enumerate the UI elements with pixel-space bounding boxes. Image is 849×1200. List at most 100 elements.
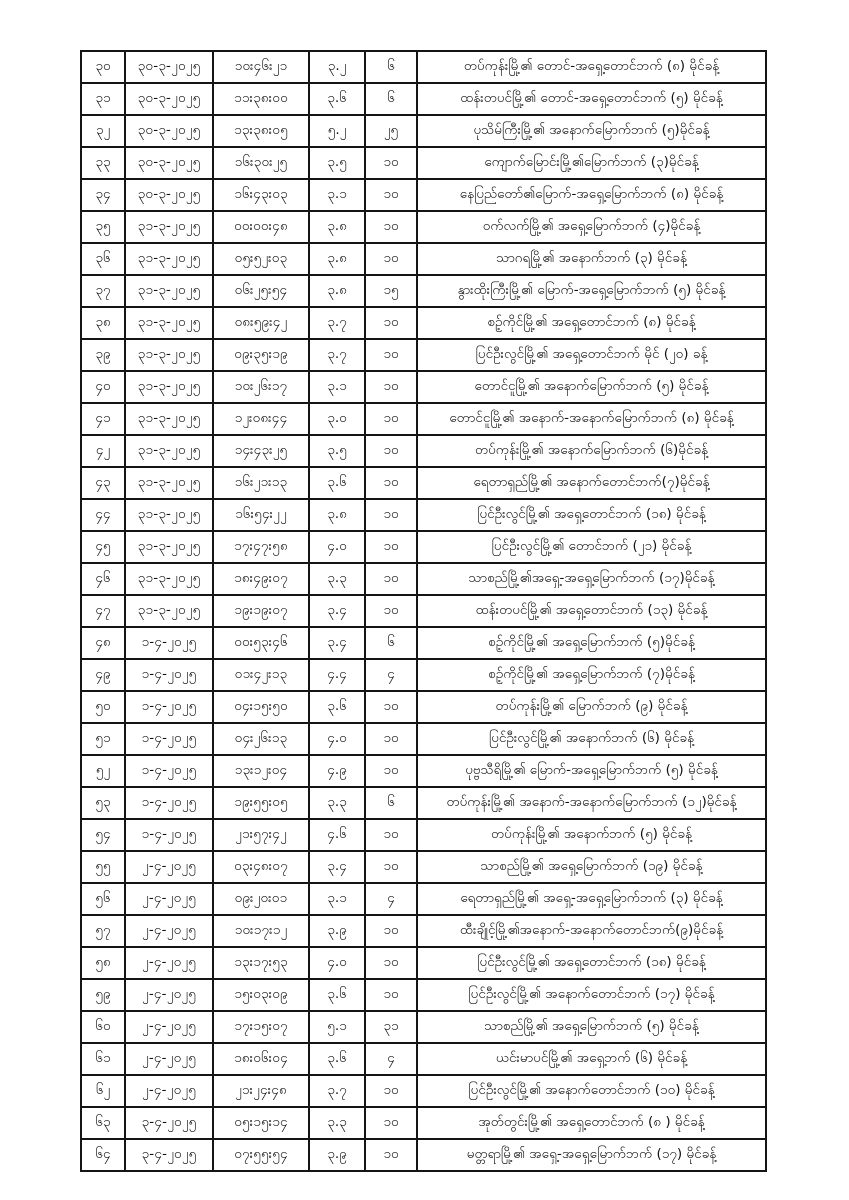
- magnitude-cell: ၃.၁: [308, 882, 366, 916]
- table-row: ၄၇ ၃၁-၃-၂၀၂၅ ၁၉း၁၉း၀၇ ၃.၄ ၁၀ ထန်းတပင်မြိ…: [80, 594, 767, 628]
- depth-cell: ၁၅: [364, 274, 418, 308]
- row-number-cell: ၃၂: [80, 114, 126, 148]
- location-cell: စဥ့်ကိုင်မြို့၏ အရှေ့မြောက်ဘက် (၇)မိုင်ခ…: [416, 658, 767, 692]
- table-row: ၅၁ ၁-၄-၂၀၂၅ ၀၄း၂၆း၁၃ ၄.၀ ၁၀ ပြင်ဦးလွင်မြ…: [80, 722, 767, 756]
- row-number-cell: ၃၆: [80, 242, 126, 276]
- table-body: ၃၀ ၃၀-၃-၂၀၂၅ ၁၀း၄၆း၂၁ ၃.၂ ၆ တပ်ကုန်းမြို…: [80, 50, 767, 1172]
- location-cell: သာစည်မြို့၏အရှေ့-အရှေ့မြောက်ဘက် (၁၇)မိုင…: [416, 562, 767, 596]
- row-number-cell: ၅၇: [80, 914, 126, 948]
- depth-cell: ၆: [364, 50, 418, 84]
- table-row: ၆၃ ၃-၄-၂၀၂၅ ၀၅း၁၅း၁၄ ၃.၃ ၁၀ အုတ်တွင်းမြိ…: [80, 1106, 767, 1140]
- date-cell: ၂-၄-၂၀၂၅: [124, 1042, 214, 1076]
- date-cell: ၃၁-၃-၂၀၂၅: [124, 466, 214, 500]
- table-row: ၆၄ ၃-၄-၂၀၂၅ ၀၇း၅၅း၅၄ ၃.၉ ၁၀ မတ္တရာမြို့၏…: [80, 1138, 767, 1172]
- row-number-cell: ၄၂: [80, 434, 126, 468]
- table-row: ၅၅ ၂-၄-၂၀၂၅ ၀၃း၄၈း၀၇ ၃.၄ ၁၀ သာစည်မြို့၏ …: [80, 850, 767, 884]
- depth-cell: ၁၀: [364, 146, 418, 180]
- time-cell: ၀၀း၀၀း၄၈: [212, 210, 310, 244]
- magnitude-cell: ၅.၁: [308, 1010, 366, 1044]
- time-cell: ၁၆း၃၀း၂၅: [212, 146, 310, 180]
- depth-cell: ၂၅: [364, 114, 418, 148]
- table-row: ၃၆ ၃၁-၃-၂၀၂၅ ၀၅း၅၂း၀၃ ၃.၈ ၁၀ သာဂရမြို့၏ …: [80, 242, 767, 276]
- depth-cell: ၁၀: [364, 594, 418, 628]
- table-row: ၆၁ ၂-၄-၂၀၂၅ ၁၈း၀၆း၀၄ ၃.၆ ၄ ယင်းမာပင်မြို…: [80, 1042, 767, 1076]
- time-cell: ၁၉း၁၉း၀၇: [212, 594, 310, 628]
- table-row: ၄၈ ၁-၄-၂၀၂၅ ၀၀း၅၃း၄၆ ၃.၄ ၆ စဥ့်ကိုင်မြို…: [80, 626, 767, 660]
- date-cell: ၃၁-၃-၂၀၂၅: [124, 530, 214, 564]
- magnitude-cell: ၃.၁: [308, 178, 366, 212]
- table-row: ၅၈ ၂-၄-၂၀၂၅ ၁၃း၁၇း၅၃ ၄.၀ ၁၀ ပြင်ဦးလွင်မြ…: [80, 946, 767, 980]
- table-row: ၄၉ ၁-၄-၂၀၂၅ ၀၁း၄၂း၁၃ ၄.၄ ၄ စဥ့်ကိုင်မြို…: [80, 658, 767, 692]
- location-cell: ပုသိမ်ကြီးမြို့၏ အနောက်မြောက်ဘက် (၅)မိုင…: [416, 114, 767, 148]
- time-cell: ၀၆း၂၅း၅၄: [212, 274, 310, 308]
- date-cell: ၃-၄-၂၀၂၅: [124, 1106, 214, 1140]
- magnitude-cell: ၃.၇: [308, 1074, 366, 1108]
- table-row: ၆၂ ၂-၄-၂၀၂၅ ၂၁း၂၄း၄၈ ၃.၇ ၁၀ ပြင်ဦးလွင်မြ…: [80, 1074, 767, 1108]
- depth-cell: ၁၀: [364, 338, 418, 372]
- row-number-cell: ၃၃: [80, 146, 126, 180]
- table-row: ၃၁ ၃၀-၃-၂၀၂၅ ၁၁း၃၈း၀၀ ၃.၆ ၆ ထန်းတပင်မြို…: [80, 82, 767, 116]
- table-row: ၅၀ ၁-၄-၂၀၂၅ ၀၄း၁၅း၅၀ ၃.၆ ၁၀ တပ်ကုန်းမြို…: [80, 690, 767, 724]
- magnitude-cell: ၃.၃: [308, 786, 366, 820]
- date-cell: ၁-၄-၂၀၂၅: [124, 786, 214, 820]
- row-number-cell: ၅၃: [80, 786, 126, 820]
- time-cell: ၀၇း၅၅း၅၄: [212, 1138, 310, 1172]
- row-number-cell: ၄၉: [80, 658, 126, 692]
- table-row: ၅၉ ၂-၄-၂၀၂၅ ၁၅း၀၃း၀၉ ၃.၆ ၁၀ ပြင်ဦးလွင်မြ…: [80, 978, 767, 1012]
- table-row: ၃၀ ၃၀-၃-၂၀၂၅ ၁၀း၄၆း၂၁ ၃.၂ ၆ တပ်ကုန်းမြို…: [80, 50, 767, 84]
- table-row: ၄၅ ၃၁-၃-၂၀၂၅ ၁၇း၄၇း၅၈ ၄.၀ ၁၀ ပြင်ဦးလွင်မ…: [80, 530, 767, 564]
- time-cell: ၁၈း၀၆း၀၄: [212, 1042, 310, 1076]
- depth-cell: ၁၀: [364, 978, 418, 1012]
- time-cell: ၁၇း၄၇း၅၈: [212, 530, 310, 564]
- date-cell: ၃၀-၃-၂၀၂၅: [124, 82, 214, 116]
- row-number-cell: ၅၆: [80, 882, 126, 916]
- depth-cell: ၆: [364, 626, 418, 660]
- magnitude-cell: ၃.၈: [308, 498, 366, 532]
- date-cell: ၃-၄-၂၀၂၅: [124, 1138, 214, 1172]
- date-cell: ၃၀-၃-၂၀၂၅: [124, 114, 214, 148]
- magnitude-cell: ၃.၆: [308, 466, 366, 500]
- table-row: ၄၀ ၃၁-၃-၂၀၂၅ ၁၀း၂၆း၁၇ ၃.၁ ၁၀ တောင်ငူမြို…: [80, 370, 767, 404]
- time-cell: ၁၅း၀၃း၀၉: [212, 978, 310, 1012]
- location-cell: တပ်ကုန်းမြို့၏ အနောက်မြောက်ဘက် (၆)မိုင်ခ…: [416, 434, 767, 468]
- magnitude-cell: ၃.၇: [308, 306, 366, 340]
- date-cell: ၃၁-၃-၂၀၂၅: [124, 274, 214, 308]
- magnitude-cell: ၃.၈: [308, 210, 366, 244]
- magnitude-cell: ၃.၆: [308, 82, 366, 116]
- magnitude-cell: ၃.၄: [308, 594, 366, 628]
- magnitude-cell: ၃.၈: [308, 274, 366, 308]
- row-number-cell: ၆၄: [80, 1138, 126, 1172]
- date-cell: ၃၁-၃-၂၀၂၅: [124, 434, 214, 468]
- table-row: ၅၄ ၁-၄-၂၀၂၅ ၂၁း၅၇း၄၂ ၄.၆ ၁၀ တပ်ကုန်းမြို…: [80, 818, 767, 852]
- location-cell: ပြင်ဦးလွင်မြို့၏ အရှေ့တောင်ဘက် (၁၈) မိုင…: [416, 498, 767, 532]
- magnitude-cell: ၃.၀: [308, 402, 366, 436]
- time-cell: ၀၅း၁၅း၁၄: [212, 1106, 310, 1140]
- row-number-cell: ၅၉: [80, 978, 126, 1012]
- time-cell: ၁၇း၁၅း၀၇: [212, 1010, 310, 1044]
- table-row: ၅၆ ၂-၄-၂၀၂၅ ၀၉း၂၀း၀၁ ၃.၁ ၄ ရေတာရှည်မြို့…: [80, 882, 767, 916]
- location-cell: ထီးချိုင့်မြို့၏အနောက်-အနောက်တောင်ဘက်(၉)…: [416, 914, 767, 948]
- time-cell: ၁၆း၂၁း၁၃: [212, 466, 310, 500]
- location-cell: တပ်ကုန်းမြို့၏ အနောက်-အနောက်မြောက်ဘက် (၁…: [416, 786, 767, 820]
- date-cell: ၂-၄-၂၀၂၅: [124, 914, 214, 948]
- depth-cell: ၁၀: [364, 242, 418, 276]
- row-number-cell: ၆၃: [80, 1106, 126, 1140]
- row-number-cell: ၃၄: [80, 178, 126, 212]
- table-row: ၃၉ ၃၁-၃-၂၀၂၅ ၀၉း၃၅း၁၉ ၃.၇ ၁၀ ပြင်ဦးလွင်မ…: [80, 338, 767, 372]
- row-number-cell: ၄၀: [80, 370, 126, 404]
- date-cell: ၁-၄-၂၀၂၅: [124, 754, 214, 788]
- date-cell: ၁-၄-၂၀၂၅: [124, 626, 214, 660]
- depth-cell: ၁၀: [364, 1106, 418, 1140]
- depth-cell: ၄: [364, 882, 418, 916]
- date-cell: ၂-၄-၂၀၂၅: [124, 978, 214, 1012]
- row-number-cell: ၅၀: [80, 690, 126, 724]
- time-cell: ၀၉း၃၅း၁၉: [212, 338, 310, 372]
- table-row: ၆၀ ၂-၄-၂၀၂၅ ၁၇း၁၅း၀၇ ၅.၁ ၃၁ သာစည်မြို့၏ …: [80, 1010, 767, 1044]
- date-cell: ၃၀-၃-၂၀၂၅: [124, 50, 214, 84]
- location-cell: ရေတာရှည်မြို့၏ အနောက်တောင်ဘက်(၇)မိုင်ခန့…: [416, 466, 767, 500]
- location-cell: ဝက်လက်မြို့၏ အရှေ့မြောက်ဘက် (၄)မိုင်ခန့်: [416, 210, 767, 244]
- depth-cell: ၁၀: [364, 818, 418, 852]
- location-cell: နေပြည်တော်၏မြောက်-အရှေ့မြောက်ဘက် (၈) မို…: [416, 178, 767, 212]
- row-number-cell: ၅၅: [80, 850, 126, 884]
